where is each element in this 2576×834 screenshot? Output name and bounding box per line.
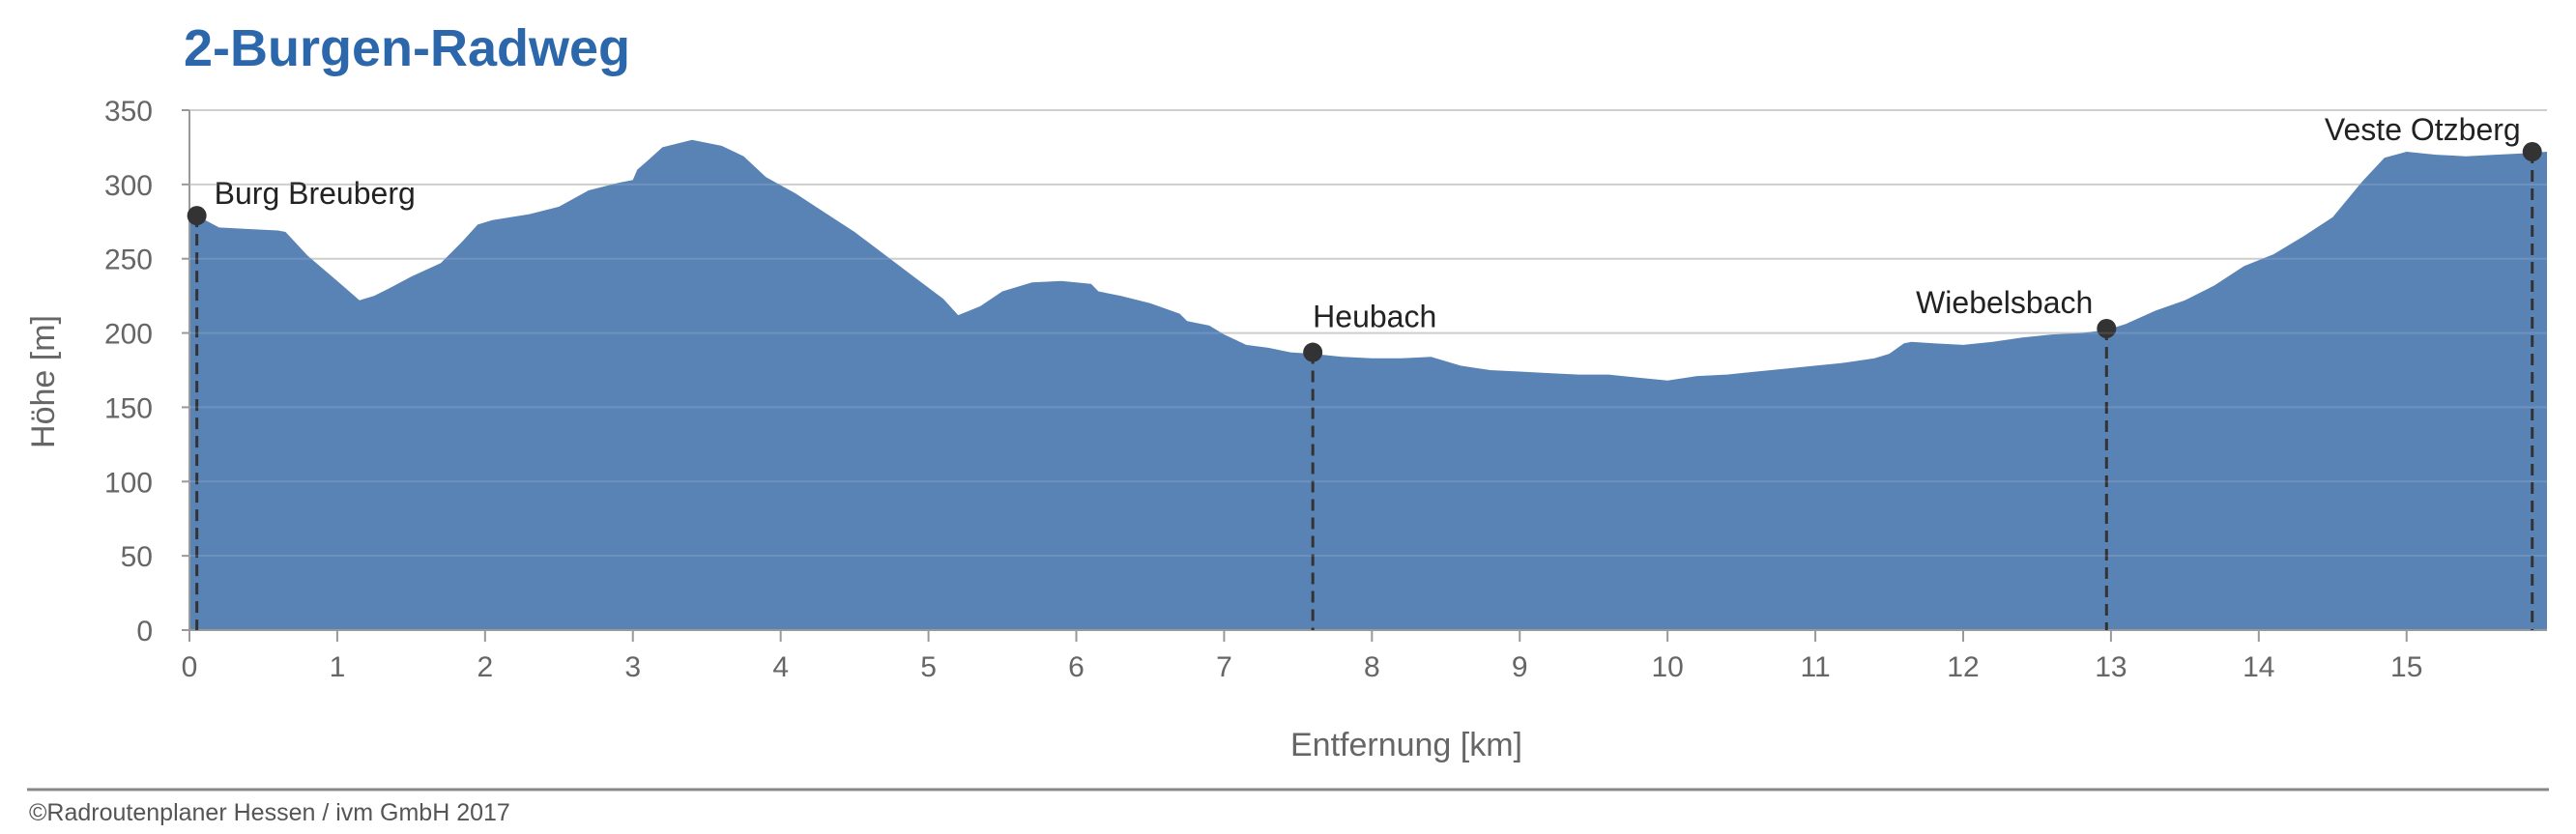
- x-tick-label-3: 3: [624, 651, 641, 683]
- poi-label-0: Burg Breuberg: [215, 176, 416, 211]
- poi-label-3: Veste Otzberg: [2325, 112, 2521, 147]
- y-tick-label-2: 100: [104, 467, 153, 499]
- x-tick-label-9: 9: [1512, 651, 1528, 683]
- x-tick-label-13: 13: [2095, 651, 2127, 683]
- x-tick-label-14: 14: [2243, 651, 2274, 683]
- x-tick-label-11: 11: [1800, 651, 1830, 683]
- poi-marker-3: [2522, 142, 2542, 162]
- y-axis: 0 50 100 150 200 250 300 350: [104, 96, 190, 647]
- poi-marker-2: [2097, 318, 2117, 338]
- x-tick-label-1: 1: [330, 651, 346, 683]
- x-tick-label-8: 8: [1364, 651, 1380, 683]
- x-tick-label-10: 10: [1651, 651, 1683, 683]
- x-tick-label-5: 5: [920, 651, 937, 683]
- y-tick-label-5: 250: [104, 244, 153, 276]
- x-tick-label-2: 2: [477, 651, 493, 683]
- y-tick-label-1: 50: [121, 541, 153, 573]
- y-tick-label-7: 350: [104, 96, 153, 128]
- x-tick-label-6: 6: [1068, 651, 1085, 683]
- y-axis-title: Höhe [m]: [25, 315, 62, 448]
- x-axis-title: Entfernung [km]: [1290, 727, 1522, 763]
- x-axis: 0 1 2 3 4 5 6 7 8 9 10 11 12 13 14 15: [182, 629, 2547, 683]
- x-tick-label-12: 12: [1947, 651, 1979, 683]
- poi-label-1: Heubach: [1313, 300, 1436, 334]
- x-tick-label-7: 7: [1216, 651, 1232, 683]
- copyright-credit: ©Radroutenplaner Hessen / ivm GmbH 2017: [29, 799, 510, 826]
- x-tick-label-0: 0: [182, 651, 198, 683]
- y-tick-label-0: 0: [136, 616, 153, 647]
- chart-title: 2-Burgen-Radweg: [184, 19, 630, 77]
- poi-label-2: Wiebelsbach: [1916, 285, 2093, 320]
- y-tick-label-4: 200: [104, 319, 153, 351]
- poi-marker-1: [1303, 342, 1323, 362]
- x-tick-label-15: 15: [2390, 651, 2422, 683]
- y-tick-label-3: 150: [104, 392, 153, 424]
- points-of-interest: Burg Breuberg Heubach Wiebelsbach Veste Otz…: [187, 112, 2542, 630]
- elevation-area: [189, 139, 2547, 630]
- poi-marker-0: [187, 206, 207, 226]
- y-tick-label-6: 300: [104, 170, 153, 202]
- x-tick-label-4: 4: [772, 651, 789, 683]
